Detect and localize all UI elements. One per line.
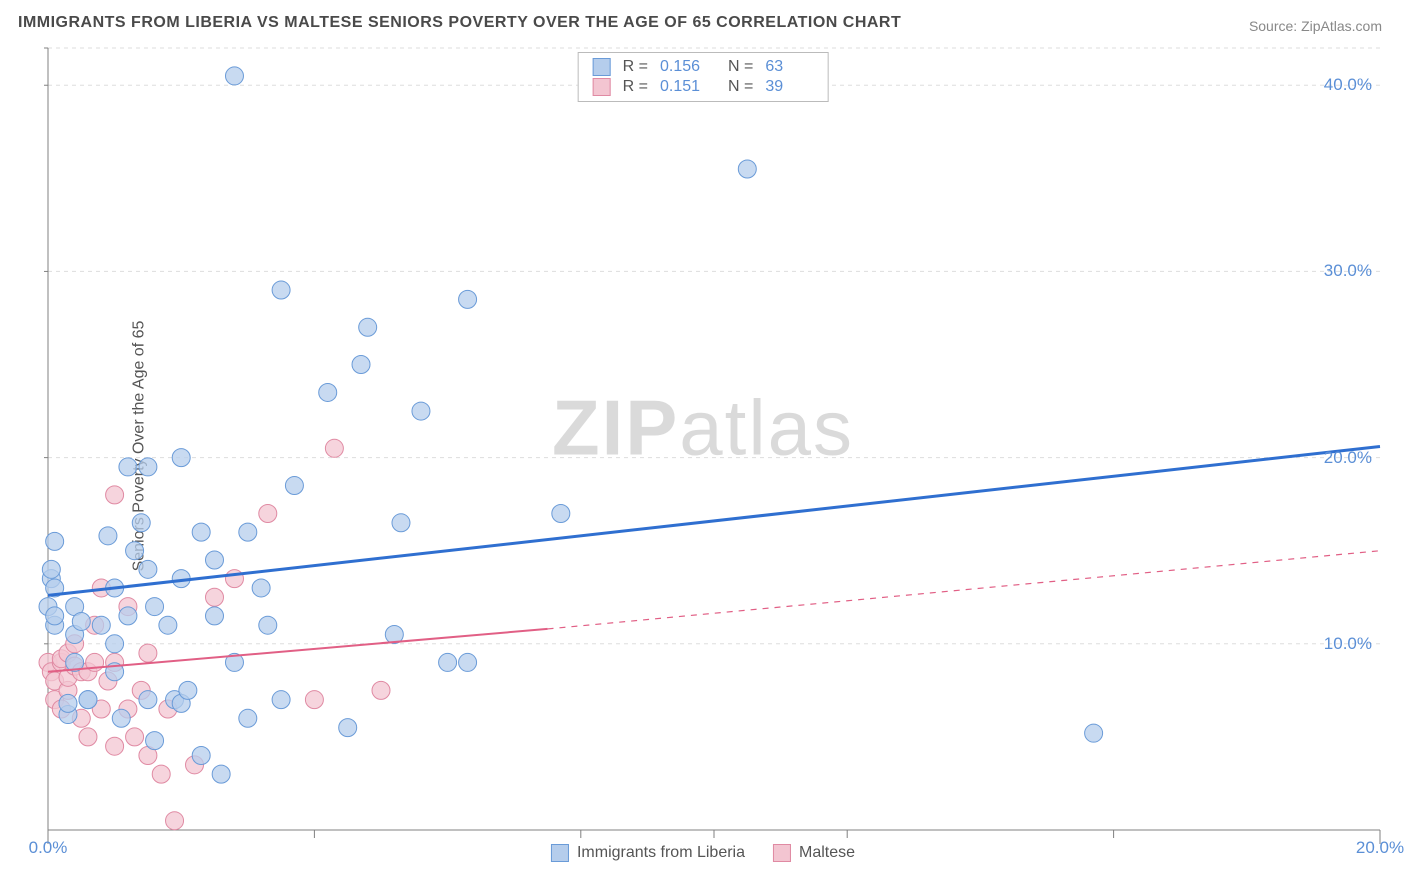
n-value: 63 (765, 58, 813, 76)
scatter-chart (0, 0, 1406, 892)
chart-container: IMMIGRANTS FROM LIBERIA VS MALTESE SENIO… (0, 0, 1406, 892)
legend-label: Immigrants from Liberia (577, 844, 745, 862)
r-value: 0.151 (660, 78, 708, 96)
x-tick-label: 20.0% (1356, 838, 1404, 858)
y-tick-label: 10.0% (1324, 634, 1372, 654)
y-tick-label: 40.0% (1324, 75, 1372, 95)
y-tick-label: 20.0% (1324, 448, 1372, 468)
n-value: 39 (765, 78, 813, 96)
y-tick-label: 30.0% (1324, 261, 1372, 281)
legend-item: Immigrants from Liberia (551, 844, 745, 862)
n-label: N = (728, 78, 753, 96)
correlation-legend-row: R = 0.151 N = 39 (593, 77, 814, 97)
legend-item: Maltese (773, 844, 855, 862)
legend-swatch (593, 58, 611, 76)
correlation-legend: R = 0.156 N = 63 R = 0.151 N = 39 (578, 52, 829, 102)
correlation-legend-row: R = 0.156 N = 63 (593, 57, 814, 77)
x-tick-label: 0.0% (29, 838, 68, 858)
r-label: R = (623, 58, 648, 76)
legend-label: Maltese (799, 844, 855, 862)
n-label: N = (728, 58, 753, 76)
legend-swatch (773, 844, 791, 862)
r-value: 0.156 (660, 58, 708, 76)
r-label: R = (623, 78, 648, 96)
series-legend: Immigrants from Liberia Maltese (551, 844, 855, 862)
legend-swatch (551, 844, 569, 862)
legend-swatch (593, 78, 611, 96)
